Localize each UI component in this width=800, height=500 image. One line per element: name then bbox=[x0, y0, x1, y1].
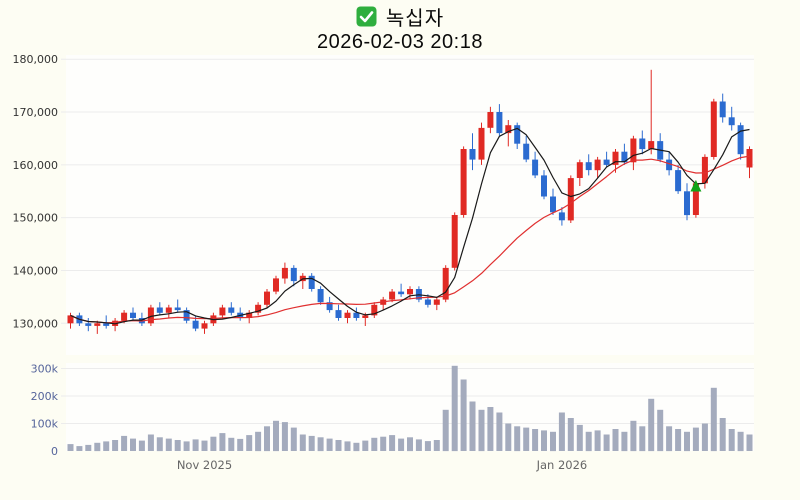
svg-text:130,000: 130,000 bbox=[13, 317, 59, 330]
svg-text:180,000: 180,000 bbox=[13, 55, 59, 66]
svg-text:100k: 100k bbox=[31, 418, 59, 431]
candlestick-volume-chart: 130,000 140,000 150,000 160,000 170,000 180,0… bbox=[13, 55, 754, 472]
checked-checkbox-icon[interactable] bbox=[356, 6, 377, 27]
checkbox-svg bbox=[356, 6, 377, 26]
svg-text:160,000: 160,000 bbox=[13, 159, 59, 172]
chart-header: 녹십자 2026-02-03 20:18 bbox=[0, 0, 800, 55]
stock-symbol: 녹십자 bbox=[385, 7, 445, 30]
svg-text:Nov 2025: Nov 2025 bbox=[177, 458, 232, 472]
svg-text:140,000: 140,000 bbox=[13, 264, 59, 277]
chart-datetime: 2026-02-03 20:18 bbox=[317, 31, 483, 53]
title-row: 녹십자 bbox=[0, 3, 800, 30]
svg-text:170,000: 170,000 bbox=[13, 106, 59, 119]
svg-text:200k: 200k bbox=[31, 390, 59, 403]
svg-text:300k: 300k bbox=[31, 363, 59, 376]
chart-area: 130,000 140,000 150,000 160,000 170,000 180,0… bbox=[0, 55, 800, 500]
svg-text:0: 0 bbox=[51, 445, 58, 458]
svg-text:150,000: 150,000 bbox=[13, 212, 59, 225]
svg-text:Jan 2026: Jan 2026 bbox=[536, 458, 588, 472]
